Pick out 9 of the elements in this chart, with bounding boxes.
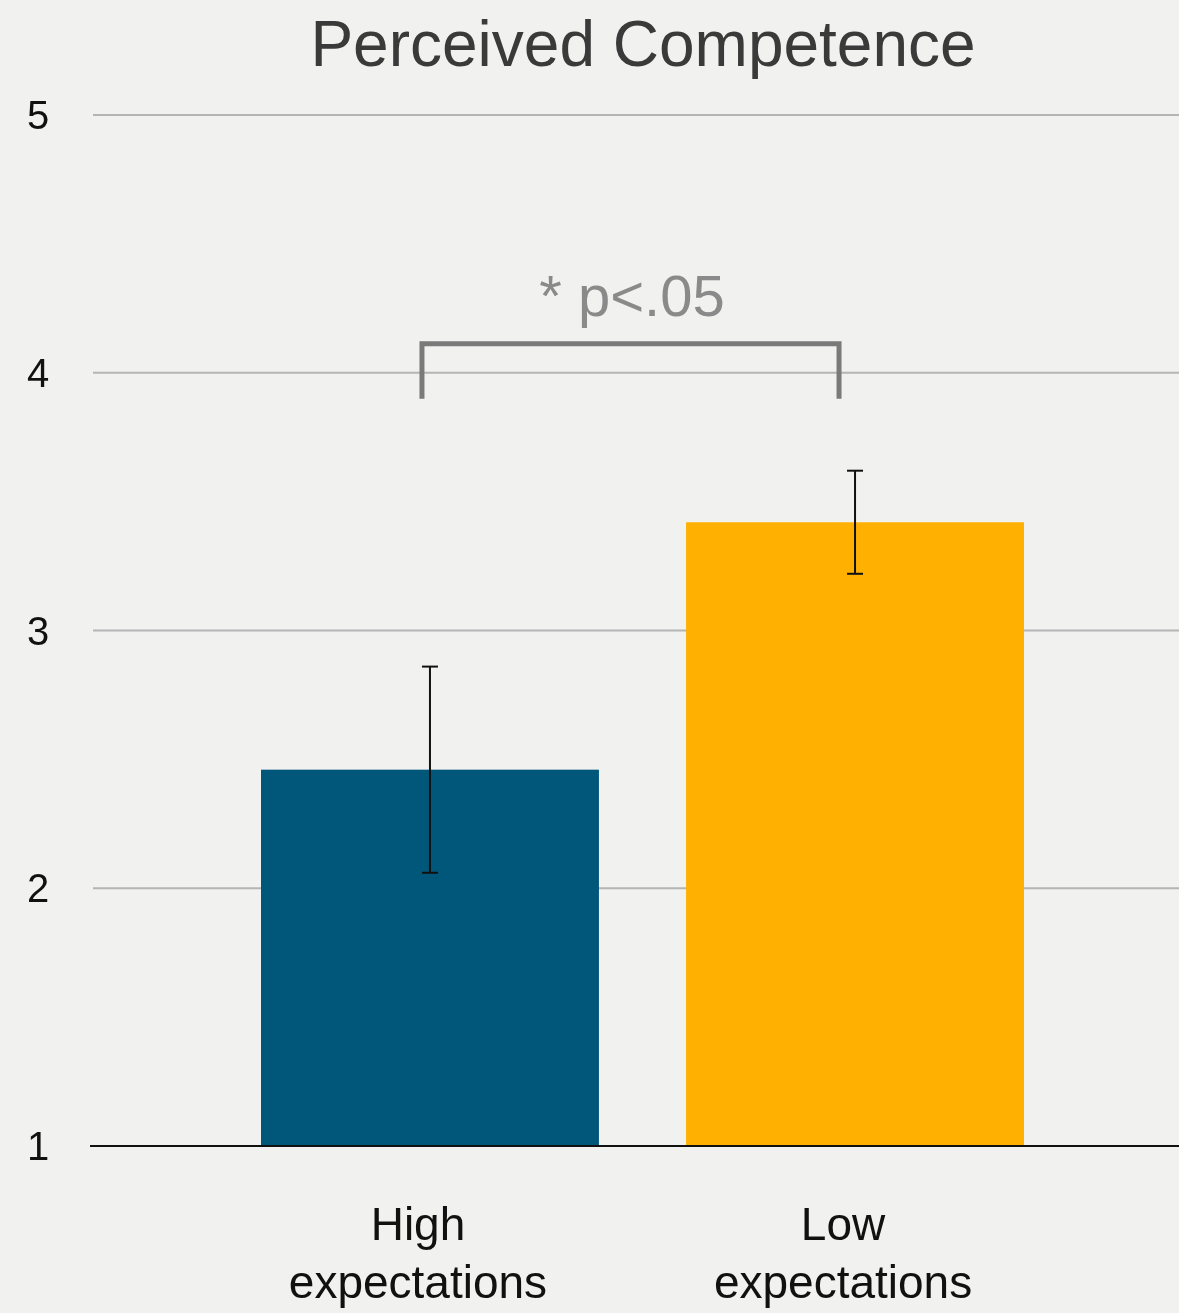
y-tick-label: 4 — [26, 350, 50, 395]
y-tick-label: 2 — [26, 866, 50, 911]
y-tick-label: 1 — [26, 1124, 50, 1168]
annotation: * p<.05 — [539, 262, 725, 328]
y-tick-label: 5 — [26, 93, 50, 137]
x-tick-label: Low expectations — [713, 1198, 973, 1308]
y-tick-label: 3 — [26, 608, 50, 653]
chart-title: Perceived Competence — [310, 8, 976, 80]
x-tick-label: High expectations — [288, 1198, 548, 1308]
